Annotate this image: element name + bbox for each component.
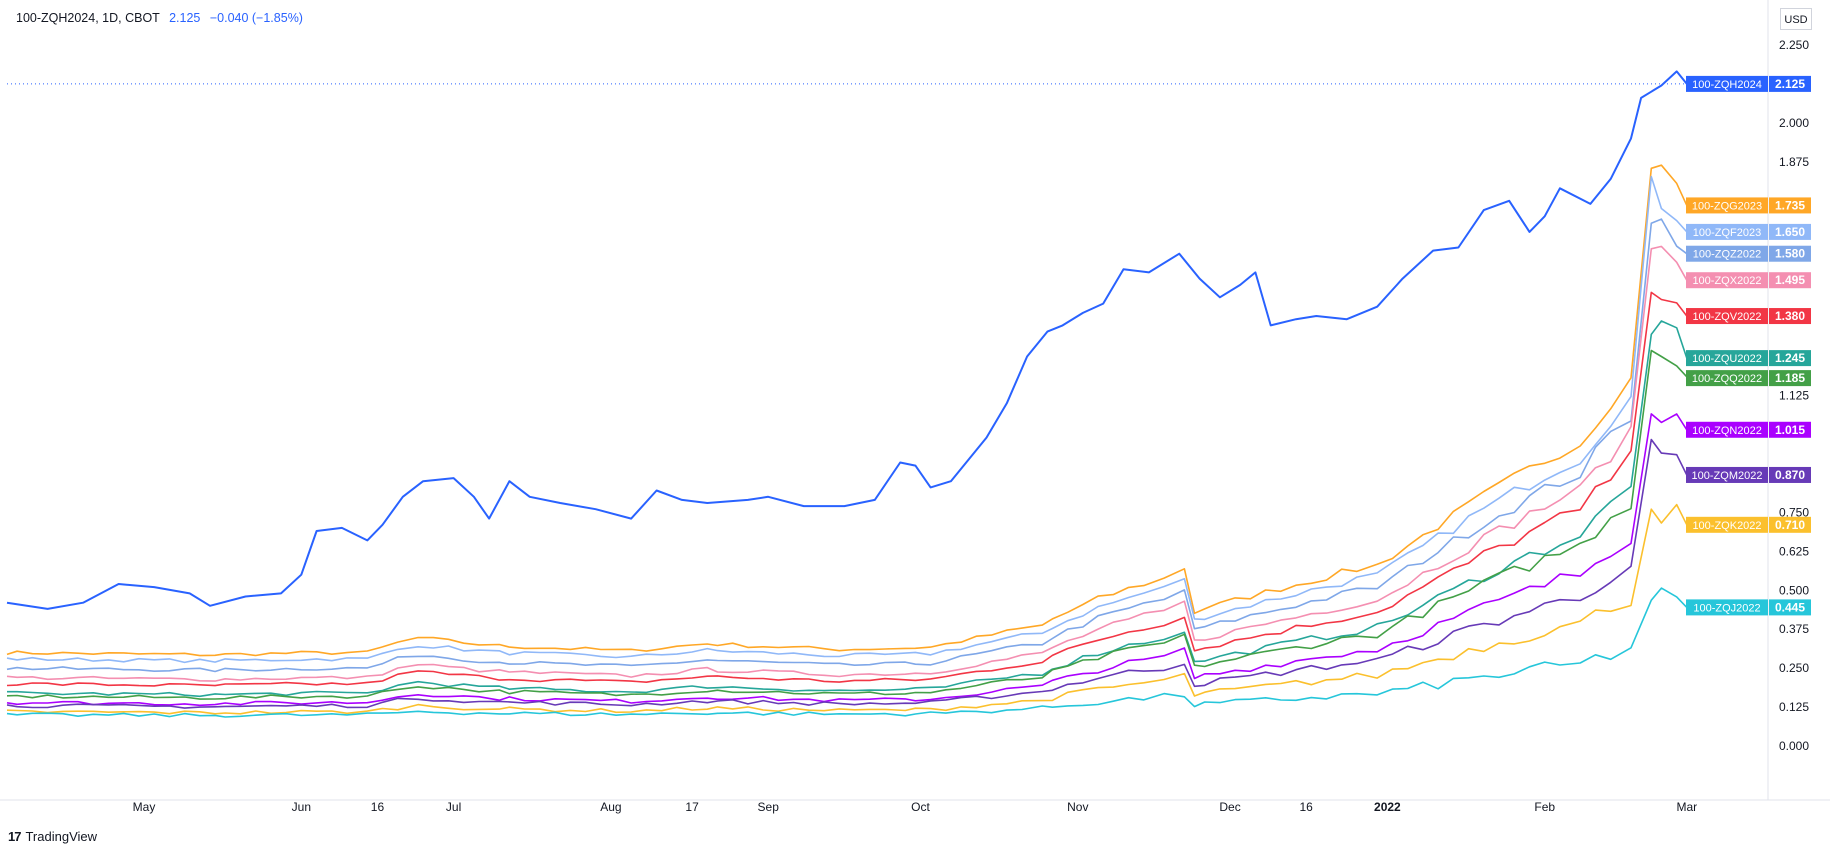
series-value-tag [1769,370,1811,387]
series-name-tag [1686,350,1768,367]
series-name-label: 100-ZQZ2022 [1693,249,1761,261]
tradingview-logo-icon: 17 [8,829,22,844]
series-value-tag [1769,272,1811,289]
series-name-tag [1686,516,1768,533]
series-value-label: 1.185 [1775,371,1805,385]
series-value-tag [1769,350,1811,367]
series-value-tag [1769,245,1811,262]
series-value-tag [1769,599,1811,616]
series-line-100-zqu2022 [7,320,1688,698]
series-line-100-zqg2023 [6,164,1688,657]
x-tick-label: 16 [1300,800,1314,814]
series-name-tag [1686,599,1768,616]
series-name-tag [1686,308,1768,325]
y-tick-label: 1.875 [1779,155,1809,169]
y-tick-label: 0.000 [1779,739,1809,753]
series-name-tag [1686,75,1768,92]
x-tick-label: Jun [292,800,311,814]
series-value-tag [1769,197,1811,214]
series-value-label: 0.710 [1775,518,1805,532]
series-name-label: 100-ZQF2023 [1693,227,1761,239]
series-line-100-zqm2022 [6,438,1688,709]
y-tick-label: 0.750 [1779,505,1809,519]
y-tick-label: 2.250 [1779,38,1809,52]
series-value-label: 0.445 [1775,600,1805,614]
series-value-label: 1.495 [1775,273,1805,287]
symbol-title: 100-ZQH2024, 1D, CBOT [16,11,160,25]
series-value-tag [1769,421,1811,438]
x-tick-label: 17 [685,800,699,814]
series-value-tag [1769,308,1811,325]
series-name-tag [1686,223,1768,240]
series-name-label: 100-ZQH2024 [1692,79,1762,91]
x-tick-label: Sep [758,800,780,814]
series-value-label: 1.015 [1775,423,1805,437]
series-name-label: 100-ZQN2022 [1692,425,1762,437]
x-tick-label: Jul [446,800,461,814]
series-name-label: 100-ZQX2022 [1692,275,1761,287]
series-name-label: 100-ZQK2022 [1692,520,1761,532]
series-name-label: 100-ZQM2022 [1692,470,1763,482]
x-tick-label: Feb [1534,800,1555,814]
y-tick-label: 0.500 [1779,583,1809,597]
x-tick-label: 16 [371,800,385,814]
last-price: 2.125 [169,11,201,25]
series-line-100-zqh2024 [6,70,1688,610]
series-value-tag [1769,223,1811,240]
series-name-label: 100-ZQU2022 [1692,353,1762,365]
series-name-label: 100-ZQQ2022 [1692,373,1762,385]
x-tick-label: Mar [1676,800,1697,814]
x-tick-label: Aug [600,800,621,814]
x-tick-label: May [133,800,156,814]
x-tick-label: Dec [1219,800,1240,814]
y-tick-label: 2.000 [1779,116,1809,130]
series-value-label: 1.380 [1775,309,1805,323]
series-name-tag [1686,370,1768,387]
y-tick-label: 0.375 [1779,622,1809,636]
series-line-100-zqj2022 [6,587,1688,718]
series-line-100-zqq2022 [6,349,1688,700]
y-tick-label: 0.625 [1779,544,1809,558]
price-change: −0.040 (−1.85%) [209,11,303,25]
y-tick-label: 0.125 [1779,700,1809,714]
y-tick-label: 1.125 [1779,389,1809,403]
series-value-label: 1.245 [1775,351,1805,365]
x-tick-label: 2022 [1374,800,1401,814]
x-tick-label: Nov [1067,800,1088,814]
series-value-tag [1769,466,1811,483]
series-line-100-zqz2022 [6,218,1688,673]
series-value-label: 1.650 [1775,225,1805,239]
series-name-label: 100-ZQJ2022 [1693,602,1760,614]
currency-button[interactable]: USD [1780,8,1812,30]
series-name-tag [1686,245,1768,262]
series-name-tag [1686,272,1768,289]
series-line-100-zqk2022 [6,503,1688,715]
brand-name: TradingView [25,829,98,844]
series-name-tag [1686,466,1768,483]
series-name-tag [1686,421,1768,438]
chart-header: 100-ZQH2024, 1D, CBOT 2.125 −0.040 (−1.8… [16,11,303,25]
series-line-100-zqx2022 [6,245,1688,682]
series-line-100-zqn2022 [6,413,1688,707]
y-tick-label: 0.250 [1779,661,1809,675]
series-value-label: 2.125 [1775,77,1805,91]
x-tick-label: Oct [911,800,930,814]
series-value-tag [1769,75,1811,92]
series-line-100-zqf2023 [6,175,1688,664]
series-name-label: 100-ZQG2023 [1692,200,1762,212]
series-name-tag [1686,197,1768,214]
series-value-label: 1.580 [1775,247,1805,261]
series-value-label: 0.870 [1775,468,1805,482]
series-value-tag [1769,516,1811,533]
series-name-label: 100-ZQV2022 [1692,311,1761,323]
branding[interactable]: 17 TradingView [8,829,97,844]
series-value-label: 1.735 [1775,198,1805,212]
series-line-100-zqv2022 [6,291,1688,687]
